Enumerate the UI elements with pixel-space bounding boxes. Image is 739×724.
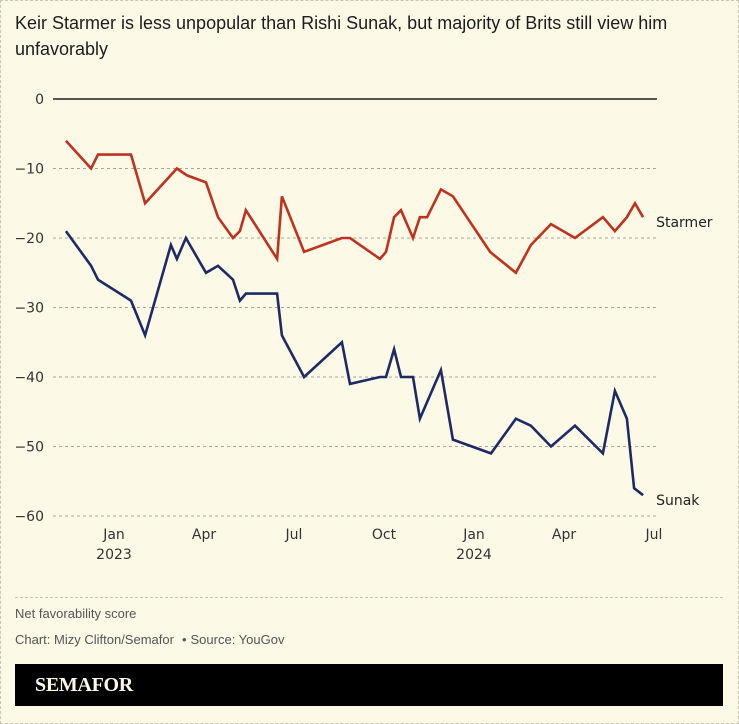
x-tick-label: Apr [552,527,576,543]
semafor-logo: SEMAFOR [35,674,133,696]
x-tick-label: Jul [645,527,663,543]
y-tick-label: −30 [14,301,44,317]
chart-title: Keir Starmer is less unpopular than Rish… [15,13,668,59]
x-tick-label: Apr [192,527,216,543]
x-axis-ticks: Jan 2023 Apr Jul Oct Jan 2024 Apr Jul [96,527,662,563]
y-tick-label: −10 [14,162,44,178]
series-labels: Starmer Sunak [656,215,713,509]
y-tick-label: −40 [14,370,44,386]
separator-dot: • [181,632,187,647]
y-axis-ticks: 0 −10 −20 −30 −40 −50 −60 [14,92,44,525]
x-tick-label: Jul [285,527,303,543]
y-axis-note: Net favorability score [15,606,137,621]
line-chart: 0 −10 −20 −30 −40 −50 −60 Jan 2023 Apr Jul Oct Jan 2… [14,92,713,563]
credit-line: Chart: Mizy Clifton/Semafor • Source: YouG… [15,632,284,647]
footer-divider [15,597,723,598]
series-label-sunak: Sunak [656,493,700,509]
series-lines [64,139,645,497]
x-tick-year-label: 2023 [96,547,132,563]
gridlines [53,98,657,517]
brand-bar: SEMAFOR [15,664,723,706]
y-tick-label: −50 [14,440,44,456]
chart-credit: Chart: Mizy Clifton/Semafor [15,632,174,647]
y-tick-label: −20 [14,231,44,247]
y-tick-label: 0 [35,92,44,108]
source-credit: Source: YouGov [190,632,285,647]
series-label-starmer: Starmer [656,215,713,231]
x-tick-label: Jan [102,527,125,543]
y-tick-label: −60 [14,509,44,525]
x-tick-year-label: 2024 [456,547,492,563]
x-tick-label: Jan [462,527,485,543]
series-line-sunak [64,230,644,497]
x-tick-label: Oct [372,527,397,543]
series-line-starmer [64,139,645,275]
